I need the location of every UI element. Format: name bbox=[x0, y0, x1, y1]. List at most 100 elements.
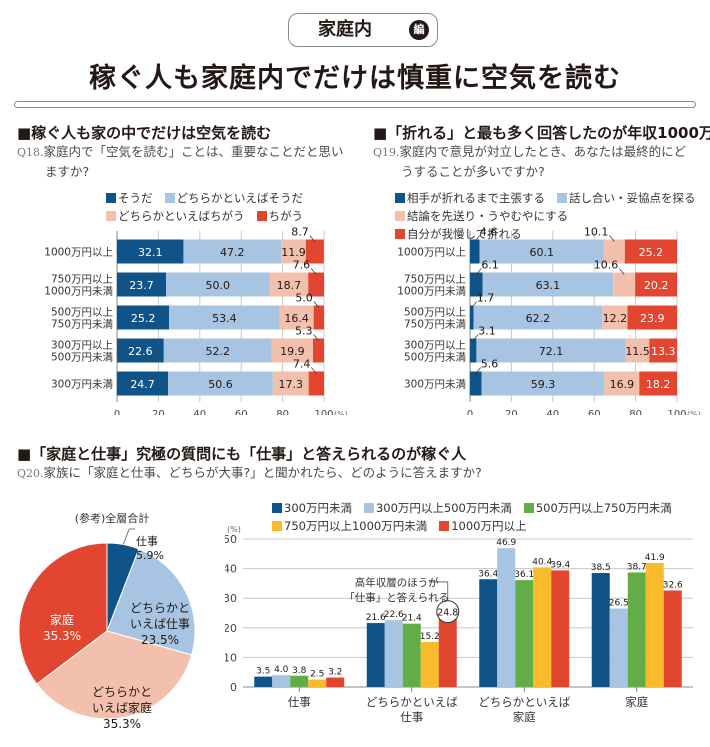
bar-segment bbox=[279, 305, 314, 330]
category-label: どちらかといえば bbox=[366, 695, 458, 709]
bar-segment bbox=[470, 338, 477, 363]
x-tick-label: 20 bbox=[152, 409, 165, 415]
bar bbox=[254, 676, 273, 687]
legend-item: ちがう bbox=[256, 207, 304, 225]
bar bbox=[533, 567, 552, 687]
bar-value-label: 11.5 bbox=[625, 345, 650, 358]
pie-slice bbox=[18, 542, 108, 685]
bar bbox=[497, 548, 516, 687]
x-tick-label: 0 bbox=[114, 409, 120, 415]
x-tick-label: 100 bbox=[667, 409, 686, 415]
category-label: 300万円以上 bbox=[404, 340, 466, 352]
bar-value-label: 17.3 bbox=[279, 378, 304, 391]
bar bbox=[609, 608, 628, 687]
bar-value-label: 52.2 bbox=[206, 345, 231, 358]
bar-segment bbox=[470, 371, 482, 396]
leader-line bbox=[609, 235, 615, 242]
q18-heading: ■稼ぐ人も家の中でだけは空気を読む bbox=[17, 124, 272, 142]
legend-label: 300万円未満 bbox=[284, 501, 352, 515]
bar-value-label: 39.4 bbox=[550, 560, 570, 570]
q19-stacked-bar-chart: 0 20 40 60 80 100 (%) 1000万円以上 4.6 60.1 10.1 25.2 75… bbox=[397, 226, 701, 416]
y-tick-label: 0 bbox=[230, 681, 237, 694]
y-tick-label: 50 bbox=[225, 533, 237, 546]
leader-line bbox=[122, 528, 136, 545]
pie-value: 5.9% bbox=[136, 549, 164, 562]
bar-value-label: 38.5 bbox=[591, 563, 611, 573]
bar-value-label: 62.2 bbox=[526, 312, 551, 325]
bar-segment bbox=[117, 305, 170, 330]
bar-value-label: 25.2 bbox=[131, 312, 156, 325]
leader-line bbox=[428, 581, 449, 601]
legend-label: 1000万円以上 bbox=[451, 519, 527, 533]
bar-segment bbox=[117, 272, 167, 297]
bar bbox=[366, 623, 385, 687]
pie-label: いえば仕事 bbox=[130, 617, 190, 631]
legend-label: 結論を先送り・うやむやにする bbox=[407, 209, 569, 223]
bar-value-label: 25.2 bbox=[639, 246, 664, 259]
legend-item: 相手が折れるまで主張する bbox=[395, 189, 545, 207]
category-label: 1000万円以上 bbox=[44, 247, 113, 259]
bar-value-label: 16.4 bbox=[284, 312, 309, 325]
pie-label: 仕事 bbox=[136, 535, 158, 548]
legend-swatch bbox=[272, 503, 282, 513]
bar bbox=[402, 623, 421, 687]
x-unit-label: (%) bbox=[334, 410, 348, 415]
legend-label: 750万円以上1000万円未満 bbox=[284, 519, 428, 533]
bar-value-label: 23.7 bbox=[129, 279, 154, 292]
bar bbox=[479, 579, 498, 687]
legend-label: 話し合い・妥協点を探る bbox=[569, 191, 696, 205]
bar bbox=[290, 675, 309, 687]
y-unit-label: (%) bbox=[227, 525, 241, 534]
x-tick-label: 100 bbox=[314, 409, 333, 415]
bar-segment bbox=[183, 239, 282, 264]
bar-segment bbox=[470, 239, 480, 264]
legend-swatch bbox=[439, 521, 450, 531]
bar-segment bbox=[168, 371, 273, 396]
pie-title: (参考)全層合計 bbox=[75, 511, 150, 525]
bar-segment bbox=[602, 305, 628, 330]
q19-question: Q19.家庭内で意見が対立したとき、あなたは最終的にど うすることが多いですか? bbox=[373, 142, 708, 181]
category-label: どちらかといえば bbox=[478, 695, 570, 709]
badge-label: 家庭内 bbox=[318, 19, 372, 40]
category-label: 500万円未満 bbox=[51, 352, 114, 364]
bar-value-label: 5.6 bbox=[481, 358, 499, 371]
legend-item: そうだ bbox=[106, 189, 153, 207]
category-label: 家庭 bbox=[513, 710, 536, 724]
legend-swatch bbox=[256, 211, 267, 221]
bar-value-label: 50.0 bbox=[206, 279, 231, 292]
bar-value-label: 7.6 bbox=[293, 259, 311, 272]
bar-segment bbox=[117, 338, 164, 363]
legend-label: 相手が折れるまで主張する bbox=[407, 191, 545, 205]
q18-question: Q18.家庭内で「空気を読む」ことは、重要なことだと思い ますか? bbox=[17, 142, 357, 181]
bar-value-label: 22.6 bbox=[128, 345, 153, 358]
bar-segment bbox=[635, 272, 677, 297]
bar-value-label: 3.5 bbox=[256, 667, 270, 677]
bar-segment bbox=[639, 371, 677, 396]
q19-legend: 相手が折れるまで主張する 話し合い・妥協点を探る 結論を先送り・うやむやにする自分が… bbox=[395, 189, 710, 243]
bar-value-label: 8.7 bbox=[291, 226, 309, 239]
pie-label: 家庭 bbox=[50, 612, 74, 627]
bar-value-label: 53.4 bbox=[212, 312, 237, 325]
x-tick-label: 60 bbox=[588, 409, 601, 415]
bar-segment bbox=[272, 371, 309, 396]
bar-value-label: 72.1 bbox=[539, 345, 564, 358]
bar-segment bbox=[281, 239, 306, 264]
bar-segment bbox=[313, 338, 324, 363]
bar-value-label: 2.5 bbox=[310, 670, 324, 680]
bar-value-label: 18.2 bbox=[646, 378, 671, 391]
bar-value-label: 40.4 bbox=[532, 557, 552, 567]
bar-value-label: 21.4 bbox=[402, 614, 422, 624]
legend-label: ちがう bbox=[268, 209, 304, 223]
bar-segment bbox=[476, 338, 626, 363]
category-label: 仕事 bbox=[288, 695, 311, 709]
bar-value-label: 38.7 bbox=[627, 562, 647, 572]
bar-value-label: 6.1 bbox=[481, 259, 499, 272]
bar-value-label: 5.0 bbox=[295, 292, 313, 305]
pie-label: いえば家庭 bbox=[92, 700, 152, 715]
q18-question-line1: 家庭内で「空気を読む」ことは、重要なことだと思い bbox=[43, 144, 344, 159]
leader-line bbox=[472, 334, 479, 341]
bar-value-label: 36.1 bbox=[514, 570, 534, 580]
legend-item: 話し合い・妥協点を探る bbox=[557, 189, 696, 207]
bar-segment bbox=[117, 239, 184, 264]
q20-question-line1: 家族に「家庭と仕事、どちらが大事?」と聞かれたら、どのように答えますか? bbox=[43, 465, 482, 480]
